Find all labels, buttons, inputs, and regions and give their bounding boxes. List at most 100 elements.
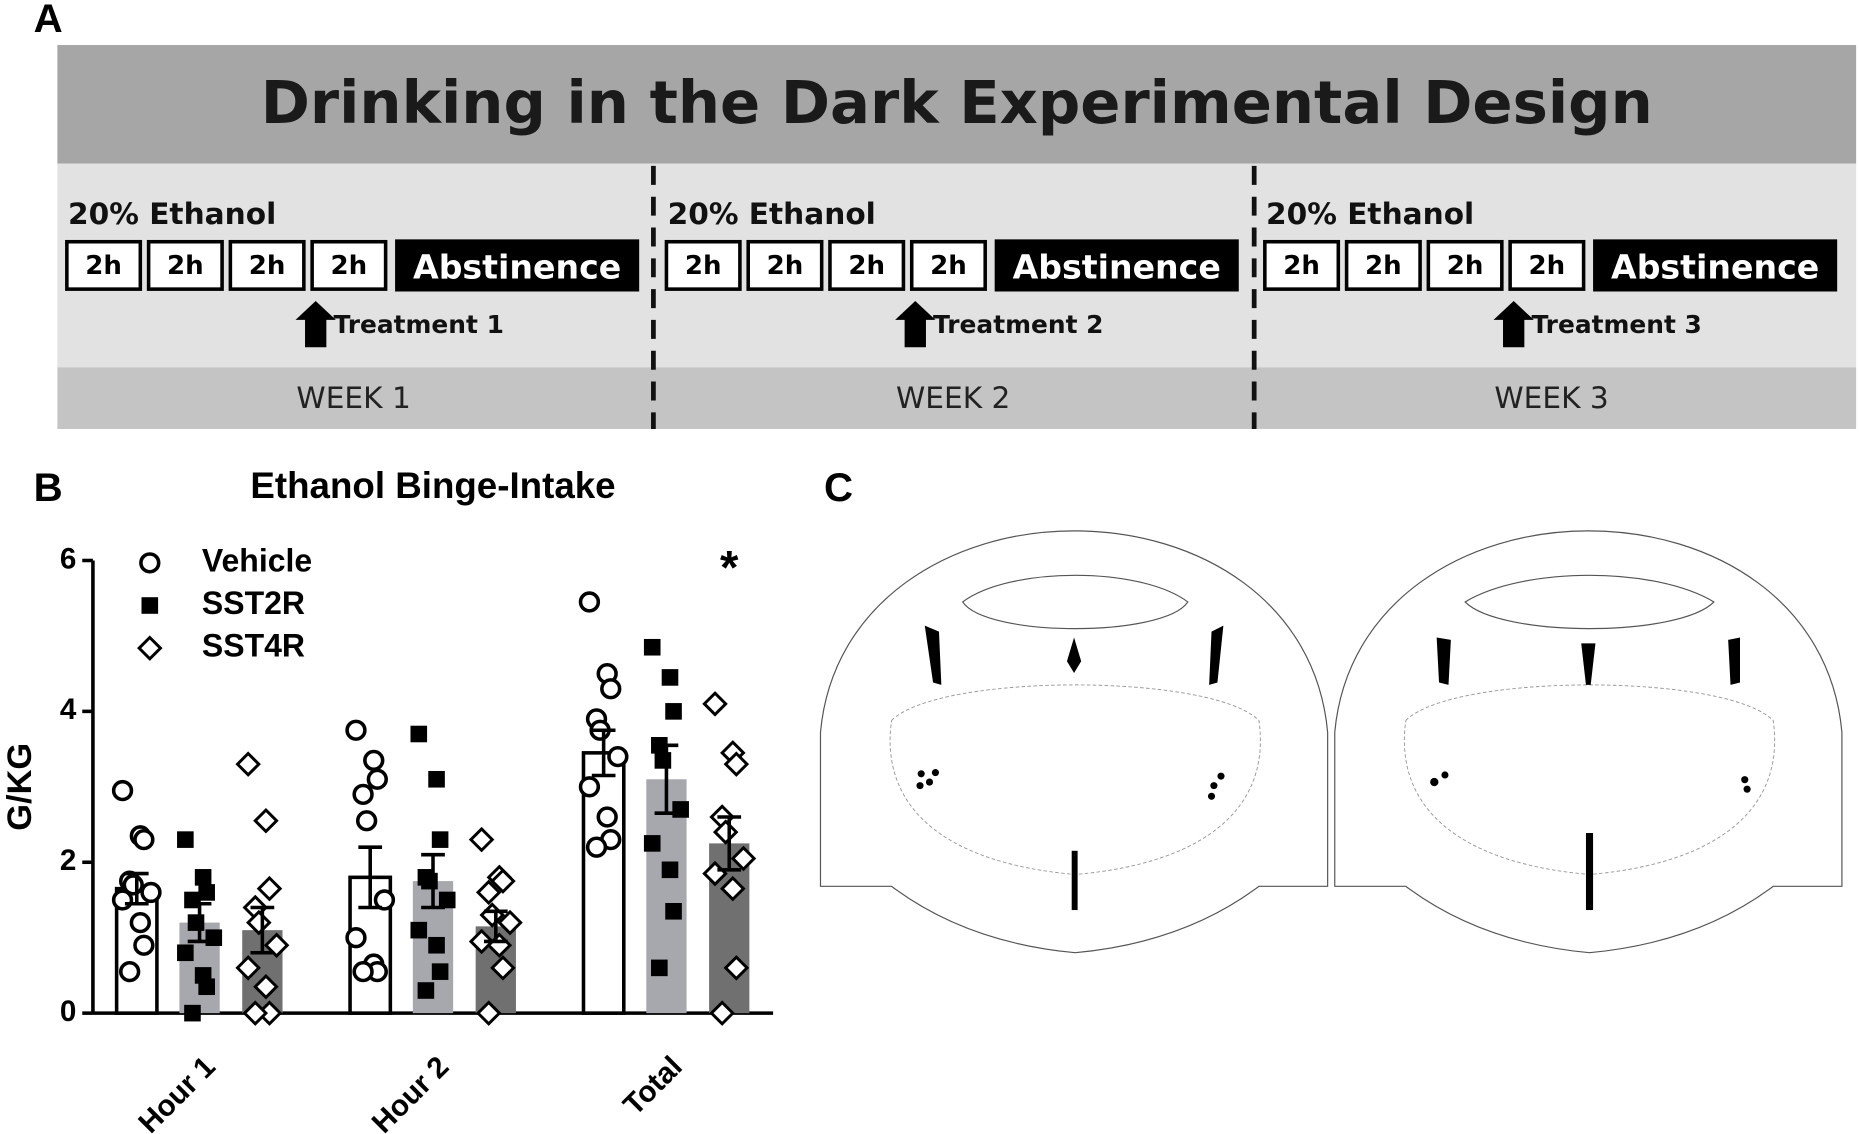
data-point <box>607 745 629 768</box>
data-point <box>263 932 290 958</box>
x-tick-label: Total <box>617 1050 689 1122</box>
treatment-arrow <box>295 300 336 348</box>
error-bar <box>591 728 616 778</box>
data-point <box>643 835 661 852</box>
data-point <box>235 955 261 981</box>
data-point <box>184 1004 201 1022</box>
abstinence-label: Abstinence <box>1013 247 1221 286</box>
abstinence-label: Abstinence <box>413 247 621 286</box>
data-point <box>363 749 385 772</box>
treatment-label: Treatment 1 <box>333 310 503 339</box>
data-point <box>421 872 438 890</box>
data-point <box>651 959 668 977</box>
data-point <box>118 960 141 983</box>
error-bar <box>654 743 679 815</box>
x-tick-label: Hour 1 <box>132 1050 222 1134</box>
error-bar <box>421 852 445 910</box>
y-tick-label: 4 <box>60 693 77 726</box>
session-box <box>828 239 906 291</box>
session-label: 2h <box>767 251 804 281</box>
legend-marker <box>139 552 161 574</box>
data-point <box>345 927 367 949</box>
data-point <box>177 944 194 962</box>
data-point <box>720 875 746 902</box>
data-point <box>431 963 449 980</box>
y-tick-label: 6 <box>60 542 76 575</box>
data-point <box>373 889 396 911</box>
data-point <box>129 911 151 934</box>
data-point <box>702 691 728 717</box>
data-point <box>600 678 622 700</box>
session-box <box>146 239 224 291</box>
data-point <box>111 889 134 911</box>
session-label: 2h <box>249 251 286 281</box>
session-box <box>1263 239 1341 291</box>
data-point <box>490 955 516 981</box>
brain-section <box>1334 530 1843 954</box>
y-tick-label: 2 <box>60 844 76 877</box>
error-bar <box>187 901 212 944</box>
data-point <box>205 929 223 946</box>
data-point <box>490 868 516 894</box>
panel-label: B <box>34 465 63 510</box>
error-bar <box>717 815 742 872</box>
data-point <box>253 807 279 834</box>
panel-label: A <box>34 0 63 41</box>
legend-marker <box>141 597 159 614</box>
data-point <box>187 914 205 931</box>
data-point <box>709 1000 735 1026</box>
data-point <box>468 826 495 853</box>
data-point <box>468 928 495 955</box>
ethanol-label: 20% Ethanol <box>668 197 876 231</box>
abstinence-box <box>994 239 1239 292</box>
session-box <box>746 239 824 291</box>
error-bar <box>483 909 508 944</box>
session-box <box>1426 239 1504 291</box>
data-point <box>198 978 215 996</box>
data-point <box>345 719 367 741</box>
week-label: WEEK 2 <box>896 381 1010 415</box>
data-point <box>438 891 456 909</box>
data-point <box>352 783 374 806</box>
session-label: 2h <box>1529 251 1566 281</box>
data-point <box>665 902 682 920</box>
data-point <box>730 845 757 872</box>
data-point <box>665 703 682 720</box>
data-point <box>198 884 215 901</box>
data-point <box>596 806 618 828</box>
legend-marker <box>137 635 163 661</box>
ethanol-label: 20% Ethanol <box>1266 197 1474 231</box>
data-point <box>475 1000 502 1026</box>
data-point <box>723 955 750 981</box>
treatment-arrow <box>1493 300 1534 348</box>
session-label: 2h <box>930 251 967 281</box>
design-title: Drinking in the Dark Experimental Design <box>261 68 1653 137</box>
session-label: 2h <box>85 251 122 281</box>
error-bar <box>358 845 383 910</box>
data-point <box>578 591 601 613</box>
error-bar <box>124 871 149 906</box>
data-point <box>643 638 661 656</box>
data-point <box>194 869 212 886</box>
data-point <box>111 779 134 802</box>
session-label: 2h <box>1283 251 1320 281</box>
data-point <box>578 776 601 798</box>
session-label: 2h <box>685 251 722 281</box>
data-point <box>417 982 435 999</box>
chart-title: Ethanol Binge-Intake <box>250 465 615 506</box>
week-label: WEEK 3 <box>1494 381 1608 415</box>
data-point <box>654 752 672 769</box>
treatment-label: Treatment 3 <box>1531 310 1701 339</box>
data-point <box>133 828 155 851</box>
data-point <box>256 875 283 902</box>
session-box <box>1508 239 1586 291</box>
data-point <box>723 751 750 777</box>
data-point <box>133 934 155 956</box>
data-point <box>428 770 445 788</box>
abstinence-box <box>395 239 640 292</box>
data-point <box>431 831 449 848</box>
data-point <box>177 831 194 848</box>
y-axis-label: G/KG <box>1 743 39 831</box>
session-box <box>664 239 742 291</box>
